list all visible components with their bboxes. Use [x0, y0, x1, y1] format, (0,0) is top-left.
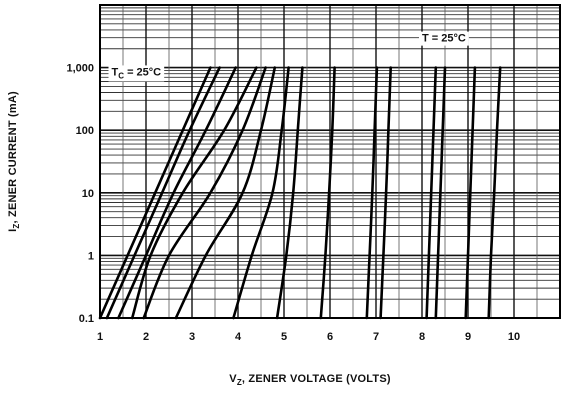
y-tick-label: 100 [76, 125, 94, 137]
series-curve-4 [130, 66, 258, 320]
y-tick-label: 1,000 [66, 63, 94, 75]
annotation-text: T = 25°C [422, 33, 466, 45]
plot-frame [99, 4, 561, 319]
series-curve-1 [98, 66, 212, 320]
x-tick-label: 9 [465, 331, 471, 343]
x-tick-label: 6 [327, 331, 333, 343]
series-curve-8 [275, 66, 304, 320]
x-axis-title: VZ, ZENER VOLTAGE (VOLTS) [229, 373, 391, 387]
x-tick-label: 7 [373, 331, 379, 343]
annotations: TC = 25°C T = 25°C [108, 31, 469, 82]
series-curve-3 [117, 66, 237, 320]
series-curve-11 [379, 66, 392, 320]
annotation-background [419, 31, 469, 46]
series-curve-13 [434, 66, 447, 320]
y-tick-label: 10 [82, 188, 94, 200]
x-tick-label: 10 [508, 331, 520, 343]
series-curve-5 [142, 66, 267, 320]
series-curve-14 [464, 66, 477, 320]
x-tick-label: 8 [419, 331, 425, 343]
series-curve-15 [487, 66, 502, 320]
annotation-2: T = 25°C [419, 31, 469, 46]
x-tick-label: 1 [97, 331, 103, 343]
series-curve-10 [365, 66, 379, 320]
series-curve-12 [425, 66, 438, 320]
series-curve-9 [319, 66, 336, 320]
y-tick-label: 0.1 [79, 313, 94, 325]
y-axis-title: IZ, ZENER CURRENT (mA) [7, 91, 21, 232]
axis-titles: VZ, ZENER VOLTAGE (VOLTS) IZ, ZENER CURR… [7, 91, 391, 387]
x-tick-label: 2 [143, 331, 149, 343]
annotation-text: TC = 25°C [112, 66, 162, 80]
y-tick-label: 1 [88, 250, 94, 262]
series-curve-6 [174, 66, 277, 320]
annotation-1: TC = 25°C [108, 65, 165, 82]
series-curve-2 [105, 66, 221, 320]
plot-border [99, 4, 561, 319]
grid [99, 4, 561, 319]
x-tick-label: 3 [189, 331, 195, 343]
x-tick-label: 5 [281, 331, 287, 343]
series-curve-7 [232, 66, 290, 320]
series-group [98, 66, 502, 320]
x-tick-label: 4 [235, 331, 242, 343]
annotation-background [108, 65, 165, 82]
